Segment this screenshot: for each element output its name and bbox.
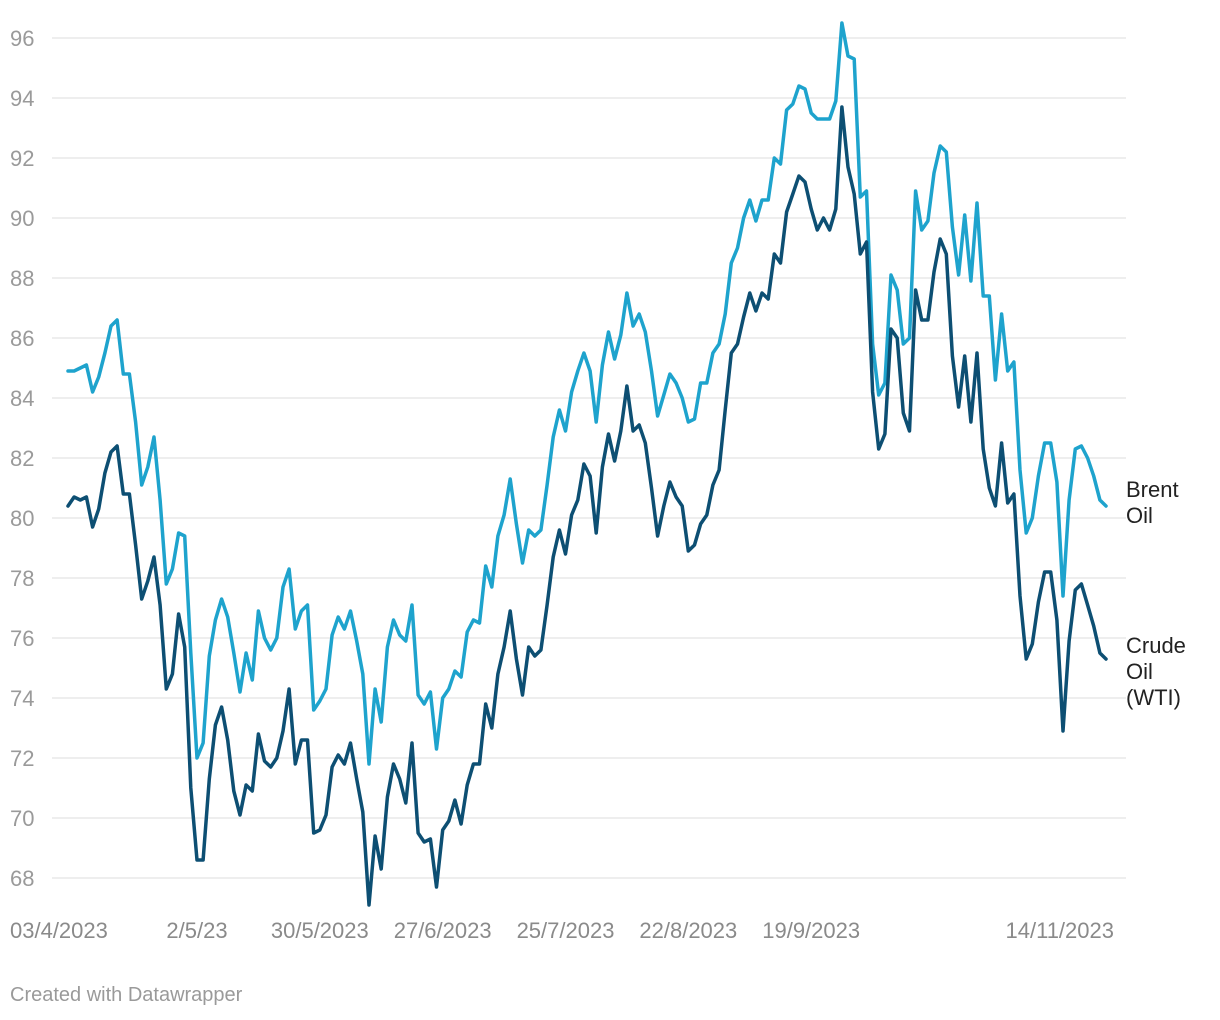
y-tick-label: 86 [10,326,34,351]
footer-credit: Created with Datawrapper [10,984,243,1006]
series-line-crude-oil-wti [66,105,1108,907]
x-tick-label: 25/7/2023 [517,918,615,943]
x-tick-label: 03/4/2023 [10,918,108,943]
series-label-line: (WTI) [1126,685,1181,710]
x-tick-label: 14/11/2023 [1006,918,1114,943]
x-tick-label: 22/8/2023 [639,918,737,943]
series-layer [66,21,1108,907]
series-label-line: Oil [1126,503,1153,528]
x-tick-label: 19/9/2023 [762,918,860,943]
y-axis: 68 70 72 74 76 78 80 82 84 86 88 90 92 94 96 [10,26,34,891]
y-tick-label: 90 [10,206,34,231]
x-tick-label: 27/6/2023 [394,918,492,943]
y-tick-label: 96 [10,26,34,51]
series-line-brent-oil [66,21,1108,766]
y-tick-label: 92 [10,146,34,171]
y-tick-label: 88 [10,266,34,291]
y-tick-label: 74 [10,686,34,711]
x-axis: 03/4/2023 2/5/23 30/5/2023 27/6/2023 25/7/20… [10,918,1114,943]
y-tick-label: 72 [10,746,34,771]
series-label-line: Brent [1126,477,1179,502]
series-label-line: Oil [1126,659,1153,684]
y-tick-label: 78 [10,566,34,591]
y-tick-label: 94 [10,86,34,111]
series-label-line: Crude [1126,633,1186,658]
y-tick-label: 70 [10,806,34,831]
x-tick-label: 30/5/2023 [271,918,369,943]
x-tick-label: 2/5/23 [166,918,227,943]
y-tick-label: 68 [10,866,34,891]
y-tick-label: 76 [10,626,34,651]
y-tick-label: 84 [10,386,34,411]
y-tick-label: 82 [10,446,34,471]
y-tick-label: 80 [10,506,34,531]
